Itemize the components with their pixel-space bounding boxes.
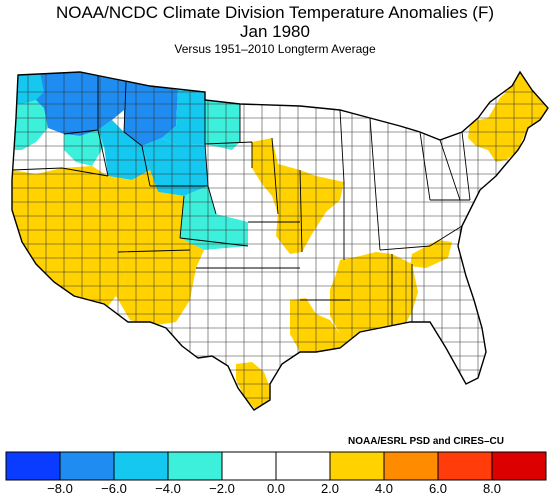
anomaly-region-utah-arizona [116, 170, 204, 326]
legend-label-2: −4.0 [155, 481, 181, 496]
legend-swatch-9 [491, 451, 547, 481]
legend-label-3: −2.0 [209, 481, 235, 496]
legend-label-1: −6.0 [101, 481, 127, 496]
legend-labels: −8.0 −6.0 −4.0 −2.0 0.0 2.0 4.0 6.0 8.0 [47, 481, 501, 496]
legend-swatch-8 [437, 451, 493, 481]
legend-swatch-1 [59, 451, 115, 481]
anomaly-region-wa-coast [12, 92, 48, 150]
legend-label-6: 4.0 [375, 481, 393, 496]
map-title: NOAA/NCDC Climate Division Temperature A… [55, 3, 495, 22]
legend-swatch-7 [383, 451, 439, 481]
legend-label-0: −8.0 [47, 481, 73, 496]
legend-swatch-6 [329, 451, 385, 481]
state-boundaries [12, 76, 471, 330]
anomaly-region-tennessee-valley [410, 240, 452, 268]
legend-swatch-5 [275, 451, 331, 481]
anomaly-region-idaho-north [98, 76, 126, 130]
legend-label-5: 2.0 [321, 481, 339, 496]
anomaly-region-idaho-south [98, 120, 150, 180]
anomaly-region-california-nevada [12, 166, 150, 306]
anomaly-region-northeast [468, 72, 548, 162]
legend-swatch-2 [113, 451, 169, 481]
anomaly-region-oregon-north [64, 130, 104, 166]
legend-swatch-0 [5, 451, 61, 481]
anomaly-region-montana-west [124, 82, 178, 146]
legend-swatch-4 [221, 451, 277, 481]
us-anomaly-map [11, 71, 549, 411]
legend-swatch-3 [167, 451, 223, 481]
legend-label-8: 8.0 [483, 481, 501, 496]
map-subtitle: Versus 1951–2010 Longterm Average [174, 42, 376, 56]
anomaly-region-deep-south [330, 252, 418, 340]
anomaly-region-dakotas [205, 100, 240, 150]
credit-label: NOAA/ESRL PSD and CIRES–CU [348, 436, 504, 447]
map-period: Jan 1980 [240, 22, 310, 41]
color-legend: −8.0 −6.0 −4.0 −2.0 0.0 2.0 4.0 6.0 8.0 [5, 451, 547, 496]
legend-label-4: 0.0 [267, 481, 285, 496]
anomaly-region-wyoming [142, 138, 208, 196]
legend-label-7: 6.0 [429, 481, 447, 496]
legend-boxes [5, 451, 547, 481]
